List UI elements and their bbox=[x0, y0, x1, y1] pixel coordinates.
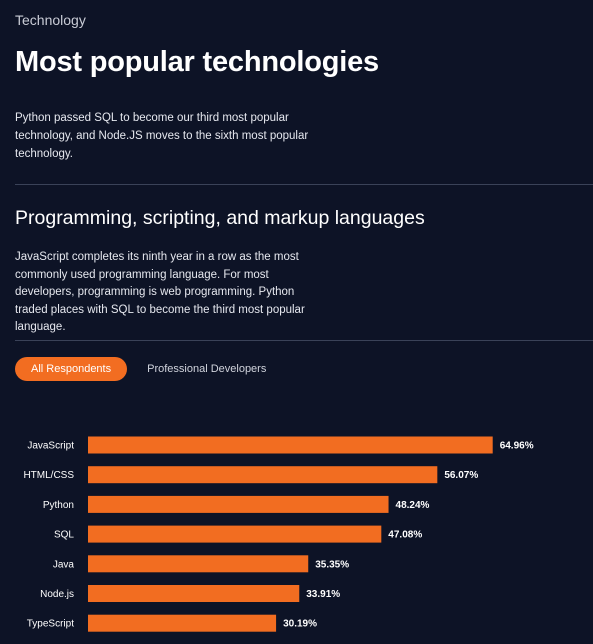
value-label: 64.96% bbox=[500, 441, 534, 452]
page-title: Most popular technologies bbox=[15, 46, 379, 78]
bar[interactable] bbox=[88, 495, 389, 513]
respondent-tabs: All Respondents Professional Developers bbox=[15, 357, 282, 381]
value-label: 56.07% bbox=[444, 470, 478, 481]
tab-professional-developers[interactable]: Professional Developers bbox=[147, 363, 267, 375]
subsection-title: Programming, scripting, and markup langu… bbox=[15, 207, 425, 229]
category-label: HTML/CSS bbox=[23, 470, 74, 481]
chart-svg: JavaScript 64.96% HTML/CSS 56.07% Python 48.2… bbox=[23, 436, 534, 632]
intro-text: Python passed SQL to become our third mo… bbox=[15, 112, 309, 160]
value-label: 33.91% bbox=[306, 589, 340, 600]
category-label: Java bbox=[53, 559, 75, 570]
tab-all-respondents[interactable]: All Respondents bbox=[15, 357, 128, 381]
languages-bar-chart: JavaScript 64.96% HTML/CSS 56.07% Python 48.2… bbox=[0, 425, 593, 644]
bar[interactable] bbox=[88, 436, 493, 454]
category-label: Node.js bbox=[40, 589, 74, 600]
bar[interactable] bbox=[88, 466, 438, 484]
value-label: 35.35% bbox=[315, 559, 349, 570]
category-label: JavaScript bbox=[27, 441, 74, 452]
divider bbox=[15, 340, 593, 341]
category-label: Python bbox=[43, 500, 74, 511]
subsection-description: JavaScript completes its ninth year in a… bbox=[15, 251, 305, 333]
value-label: 48.24% bbox=[396, 500, 430, 511]
bar[interactable] bbox=[88, 555, 309, 573]
bar[interactable] bbox=[88, 614, 277, 632]
value-label: 30.19% bbox=[283, 619, 317, 630]
value-label: 47.08% bbox=[388, 530, 422, 541]
category-label: TypeScript bbox=[27, 619, 74, 630]
bar[interactable] bbox=[88, 525, 382, 543]
bar[interactable] bbox=[88, 585, 300, 602]
divider bbox=[15, 184, 593, 185]
section-label: Technology bbox=[15, 12, 86, 28]
category-label: SQL bbox=[54, 530, 74, 541]
